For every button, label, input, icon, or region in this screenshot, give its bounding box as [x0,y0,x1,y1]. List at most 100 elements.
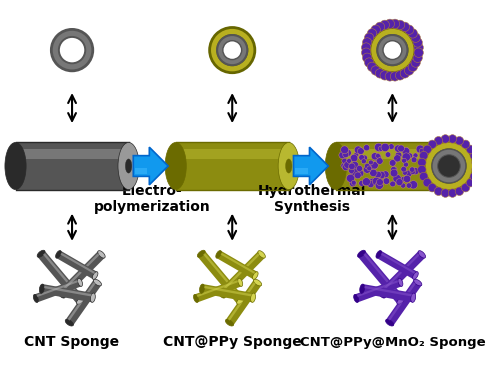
Circle shape [339,151,346,159]
Circle shape [427,171,434,178]
Bar [220,253,260,292]
Bar [338,149,446,159]
Ellipse shape [378,35,408,65]
Circle shape [420,150,428,158]
Circle shape [420,148,426,154]
Ellipse shape [59,37,85,63]
Circle shape [404,175,410,182]
Ellipse shape [52,30,93,71]
Circle shape [376,69,384,78]
Ellipse shape [278,142,299,189]
Circle shape [432,146,441,154]
Circle shape [361,159,366,164]
Ellipse shape [210,27,255,73]
Circle shape [344,162,350,168]
Ellipse shape [218,291,226,298]
Circle shape [423,174,428,180]
Ellipse shape [126,159,132,173]
Ellipse shape [370,27,415,73]
Text: CNT@PPy@MnO₂ Sponge: CNT@PPy@MnO₂ Sponge [300,336,485,349]
Circle shape [424,157,431,164]
Circle shape [441,135,450,143]
Circle shape [373,153,382,161]
Circle shape [434,137,442,145]
Circle shape [419,148,425,154]
Circle shape [401,177,406,182]
Bar [68,282,96,320]
Circle shape [462,140,470,149]
Circle shape [348,163,355,170]
Circle shape [354,146,362,154]
Circle shape [396,71,405,80]
Circle shape [414,48,424,57]
Bar [201,284,254,302]
Ellipse shape [326,142,346,189]
Ellipse shape [252,272,258,279]
Ellipse shape [383,41,402,59]
Ellipse shape [354,295,358,303]
Circle shape [402,158,406,163]
Bar [56,251,97,279]
Circle shape [400,22,409,31]
Circle shape [419,157,426,164]
Circle shape [418,165,426,174]
Circle shape [362,48,371,57]
Ellipse shape [386,319,394,326]
Circle shape [423,145,432,154]
Circle shape [407,153,412,158]
Circle shape [400,183,406,188]
Circle shape [368,62,376,72]
Circle shape [441,189,450,197]
Circle shape [411,58,420,67]
Circle shape [368,160,374,165]
Circle shape [472,158,480,167]
Circle shape [421,161,428,167]
Circle shape [362,53,372,62]
Bar [194,278,242,303]
Circle shape [430,158,436,164]
Circle shape [411,33,420,42]
Circle shape [408,62,418,72]
Circle shape [420,172,428,181]
Polygon shape [135,168,147,174]
Circle shape [374,171,382,178]
Bar [38,251,84,304]
Circle shape [362,38,372,47]
Circle shape [413,38,422,47]
Circle shape [353,171,359,177]
Circle shape [376,145,384,152]
Bar [196,280,238,297]
Bar [336,142,449,189]
Circle shape [406,170,412,177]
Circle shape [367,166,372,171]
Ellipse shape [216,250,222,258]
Circle shape [402,147,409,155]
Circle shape [376,153,380,158]
Circle shape [462,184,470,192]
Circle shape [364,145,370,151]
Circle shape [438,175,445,182]
Ellipse shape [398,278,403,287]
Circle shape [350,173,356,179]
Circle shape [455,187,464,196]
Circle shape [416,145,424,153]
Circle shape [435,154,442,161]
Bar [381,253,420,292]
Circle shape [413,53,422,62]
Bar [36,280,78,297]
Circle shape [351,161,358,169]
Bar [198,251,244,304]
Bar [60,253,95,274]
Ellipse shape [438,155,460,177]
Circle shape [368,29,376,38]
Bar [357,280,399,297]
Circle shape [342,159,349,166]
Circle shape [400,69,409,78]
Bar [364,253,402,299]
Ellipse shape [397,297,404,304]
Bar [44,286,92,296]
Circle shape [424,170,429,176]
Circle shape [403,147,409,154]
Circle shape [411,157,417,163]
Circle shape [362,178,370,186]
